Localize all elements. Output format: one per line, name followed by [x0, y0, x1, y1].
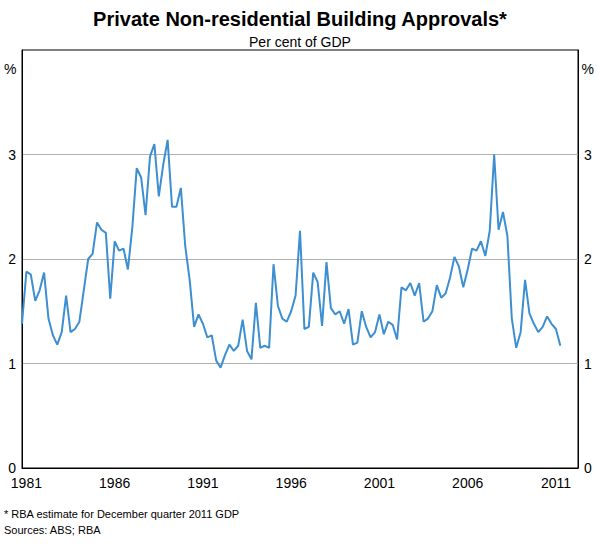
svg-text:3: 3: [584, 147, 592, 163]
svg-text:1996: 1996: [276, 475, 307, 491]
svg-text:1981: 1981: [11, 475, 42, 491]
svg-text:3: 3: [8, 147, 16, 163]
svg-text:0: 0: [8, 460, 16, 476]
svg-text:Per cent of GDP: Per cent of GDP: [249, 34, 351, 50]
svg-text:2001: 2001: [364, 475, 395, 491]
svg-text:0: 0: [584, 460, 592, 476]
svg-text:%: %: [582, 61, 594, 77]
svg-text:Private Non-residential Buildi: Private Non-residential Building Approva…: [93, 8, 507, 30]
svg-text:2006: 2006: [452, 475, 483, 491]
svg-text:2: 2: [8, 251, 16, 267]
svg-text:2011: 2011: [541, 475, 571, 491]
svg-text:1986: 1986: [99, 475, 130, 491]
svg-text:1: 1: [584, 356, 592, 372]
svg-text:%: %: [4, 61, 16, 77]
svg-text:1: 1: [8, 356, 16, 372]
svg-text:* RBA estimate for December qu: * RBA estimate for December quarter 2011…: [4, 508, 239, 520]
svg-text:Sources: ABS; RBA: Sources: ABS; RBA: [4, 524, 101, 536]
svg-text:2: 2: [584, 251, 592, 267]
svg-text:1991: 1991: [187, 475, 218, 491]
